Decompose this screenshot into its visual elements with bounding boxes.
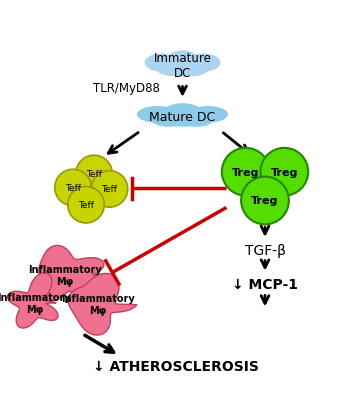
- Text: Teff: Teff: [78, 201, 94, 210]
- Ellipse shape: [145, 54, 178, 72]
- Text: Treg: Treg: [232, 167, 259, 177]
- Ellipse shape: [178, 113, 214, 128]
- Circle shape: [222, 148, 270, 196]
- Circle shape: [241, 177, 289, 225]
- Ellipse shape: [155, 108, 210, 127]
- Circle shape: [91, 171, 128, 208]
- Text: Mature DC: Mature DC: [150, 111, 216, 124]
- Text: Immature
DC: Immature DC: [154, 52, 211, 80]
- Ellipse shape: [151, 113, 187, 128]
- Text: Inflammatory
Mφ: Inflammatory Mφ: [28, 265, 102, 286]
- Text: TLR/MyD88: TLR/MyD88: [93, 82, 160, 95]
- Ellipse shape: [137, 107, 178, 124]
- Text: Inflammatory
Mφ: Inflammatory Mφ: [61, 294, 134, 315]
- Polygon shape: [68, 274, 137, 335]
- Circle shape: [68, 187, 104, 223]
- Ellipse shape: [160, 56, 205, 77]
- Polygon shape: [36, 246, 104, 302]
- Text: Teff: Teff: [65, 184, 81, 193]
- Text: Inflammatory
Mφ: Inflammatory Mφ: [0, 292, 71, 314]
- Text: Teff: Teff: [101, 185, 118, 194]
- Circle shape: [260, 148, 308, 196]
- Circle shape: [55, 170, 91, 206]
- Ellipse shape: [187, 54, 220, 72]
- Text: Treg: Treg: [251, 196, 279, 206]
- Text: Teff: Teff: [86, 170, 102, 178]
- Ellipse shape: [179, 61, 208, 77]
- Text: Treg: Treg: [271, 167, 298, 177]
- Text: TGF-β: TGF-β: [245, 243, 285, 257]
- Circle shape: [76, 156, 112, 192]
- Polygon shape: [7, 273, 58, 328]
- Ellipse shape: [165, 104, 200, 119]
- Ellipse shape: [157, 61, 186, 77]
- Ellipse shape: [187, 107, 228, 124]
- Text: ↓ MCP-1: ↓ MCP-1: [232, 277, 298, 291]
- Text: ↓ ATHEROSCLEROSIS: ↓ ATHEROSCLEROSIS: [93, 359, 258, 373]
- Ellipse shape: [168, 51, 197, 67]
